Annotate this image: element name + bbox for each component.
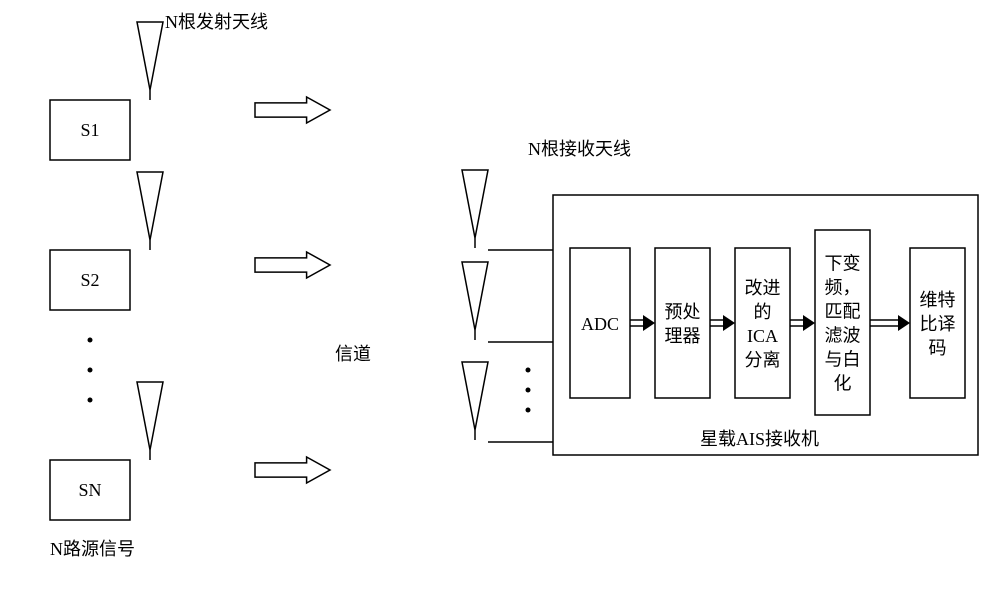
tx-antenna-2 (137, 382, 163, 450)
rx-ellipsis-dot-2 (526, 408, 531, 413)
stage-label-preproc-0: 预处 (665, 302, 701, 322)
sources-caption: N路源信号 (50, 539, 135, 559)
rx-ellipsis-dot-1 (526, 388, 531, 393)
rx-antenna-1 (462, 262, 488, 330)
stage-label-ddc-4: 与白 (825, 350, 861, 370)
stage-label-ica-3: 分离 (745, 350, 781, 370)
stage-label-preproc-1: 理器 (665, 326, 701, 346)
rx-antennas-label: N根接收天线 (528, 139, 631, 159)
channel-arrow-1 (255, 252, 330, 278)
stage-label-adc-0: ADC (581, 314, 619, 334)
stage-arrow-0-head (643, 315, 655, 331)
tx-ellipsis-dot-0 (88, 338, 93, 343)
tx-antenna-0 (137, 22, 163, 90)
stage-arrow-1-head (723, 315, 735, 331)
rx-ellipsis-dot-0 (526, 368, 531, 373)
stage-label-viterbi-0: 维特 (920, 290, 956, 310)
tx-ellipsis-dot-2 (88, 398, 93, 403)
stage-label-ddc-0: 下变 (825, 254, 861, 274)
channel-arrow-2 (255, 457, 330, 483)
source-label-s2: S2 (80, 270, 99, 290)
stage-label-ddc-3: 滤波 (825, 326, 861, 346)
rx-antenna-2 (462, 362, 488, 430)
stage-label-ddc-2: 匹配 (825, 302, 861, 322)
stage-label-ica-0: 改进 (745, 278, 781, 298)
source-label-s1: S1 (80, 120, 99, 140)
stage-arrow-3-head (898, 315, 910, 331)
channel-label: 信道 (335, 344, 371, 364)
channel-arrow-0 (255, 97, 330, 123)
stage-arrow-2-head (803, 315, 815, 331)
stage-label-viterbi-1: 比译 (920, 314, 956, 334)
stage-box-preproc (655, 248, 710, 398)
source-label-sn: SN (78, 480, 101, 500)
tx-antennas-label: N根发射天线 (165, 12, 268, 32)
stage-label-ica-2: ICA (747, 326, 778, 346)
receiver-caption: 星载AIS接收机 (700, 429, 819, 449)
tx-ellipsis-dot-1 (88, 368, 93, 373)
stage-label-ddc-1: 频， (825, 278, 861, 298)
stage-label-viterbi-2: 码 (929, 338, 947, 358)
stage-label-ica-1: 的 (754, 302, 772, 322)
stage-label-ddc-5: 化 (834, 374, 852, 394)
rx-antenna-0 (462, 170, 488, 238)
tx-antenna-1 (137, 172, 163, 240)
stage-box-ica (735, 248, 790, 398)
